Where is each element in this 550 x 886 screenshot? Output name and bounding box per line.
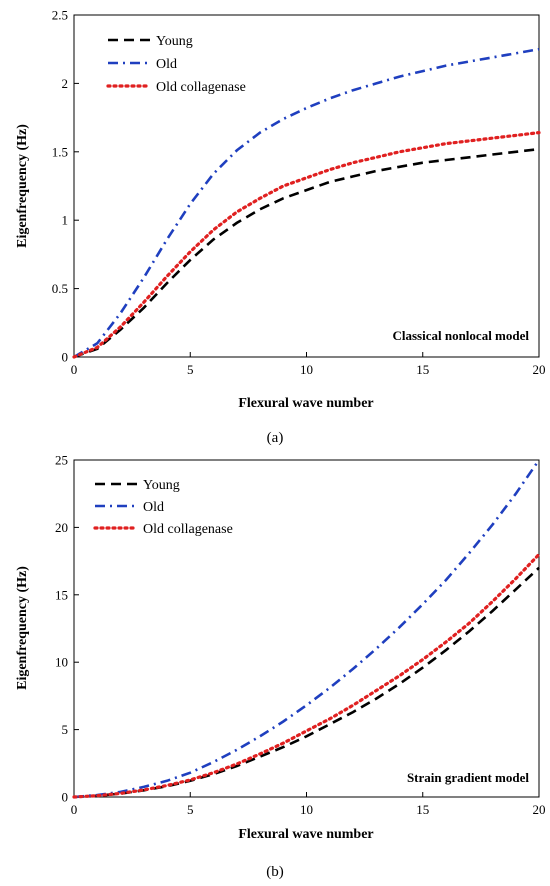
caption-b: (b) [266, 864, 284, 880]
legend-a: Young Old Old collagenase [106, 34, 246, 95]
y-tick-label: 2.5 [52, 8, 68, 23]
x-tick-labels-b: 0 5 10 15 20 [71, 792, 546, 817]
panel-b: 0 5 10 15 20 0 5 10 15 20 25 Young Old Old collagen… [15, 453, 546, 881]
y-tick-label: 0 [62, 350, 69, 365]
series-lines-b [72, 459, 541, 799]
y-tick-labels-b: 0 5 10 15 20 25 [55, 453, 79, 805]
x-tick-label: 0 [71, 802, 78, 817]
legend-label: Old collagenase [156, 80, 246, 95]
y-tick-label: 0.5 [52, 281, 68, 296]
y-axis-label-a: Eigenfrequency (Hz) [15, 124, 30, 248]
x-tick-label: 20 [533, 362, 546, 377]
y-tick-label: 0 [62, 790, 69, 805]
panel-a: 0 5 10 15 20 0 0.5 1 1.5 2 2.5 Young Old Old collag… [15, 8, 546, 447]
legend-label: Old collagenase [143, 522, 233, 537]
series-line-old [73, 459, 541, 799]
y-tick-label: 5 [62, 722, 69, 737]
legend-b: Young Old Old collagenase [93, 478, 233, 537]
series-line-young [73, 147, 540, 359]
legend-label: Old [156, 57, 177, 72]
y-tick-label: 20 [55, 520, 68, 535]
x-tick-labels-a: 0 5 10 15 20 [71, 352, 546, 377]
legend-label: Young [156, 34, 193, 49]
y-tick-label: 15 [55, 587, 68, 602]
x-axis-label-b: Flexural wave number [238, 827, 373, 842]
x-tick-label: 5 [187, 802, 194, 817]
x-tick-label: 15 [416, 802, 429, 817]
series-line-young [73, 566, 540, 799]
series-line-old-collagenase [72, 131, 541, 359]
x-tick-label: 20 [533, 802, 546, 817]
y-tick-label: 1.5 [52, 144, 68, 159]
annotation-b: Strain gradient model [407, 770, 529, 785]
y-tick-label: 1 [62, 213, 69, 228]
y-tick-label: 2 [62, 76, 69, 91]
x-tick-label: 15 [416, 362, 429, 377]
y-tick-label: 25 [55, 453, 68, 468]
x-tick-label: 0 [71, 362, 78, 377]
series-line-old [73, 47, 540, 359]
y-tick-labels-a: 0 0.5 1 1.5 2 2.5 [52, 8, 79, 365]
x-tick-label: 5 [187, 362, 194, 377]
x-tick-label: 10 [300, 362, 313, 377]
caption-a: (a) [267, 430, 284, 446]
x-tick-label: 10 [300, 802, 313, 817]
annotation-a: Classical nonlocal model [392, 328, 529, 343]
series-line-old-collagenase [72, 552, 541, 799]
series-lines-a [72, 47, 541, 359]
plot-area-a [73, 14, 540, 358]
y-axis-label-b: Eigenfrequency (Hz) [15, 566, 30, 690]
x-axis-label-a: Flexural wave number [238, 396, 373, 411]
legend-label: Old [143, 500, 164, 515]
y-tick-label: 10 [55, 655, 68, 670]
legend-label: Young [143, 478, 180, 493]
